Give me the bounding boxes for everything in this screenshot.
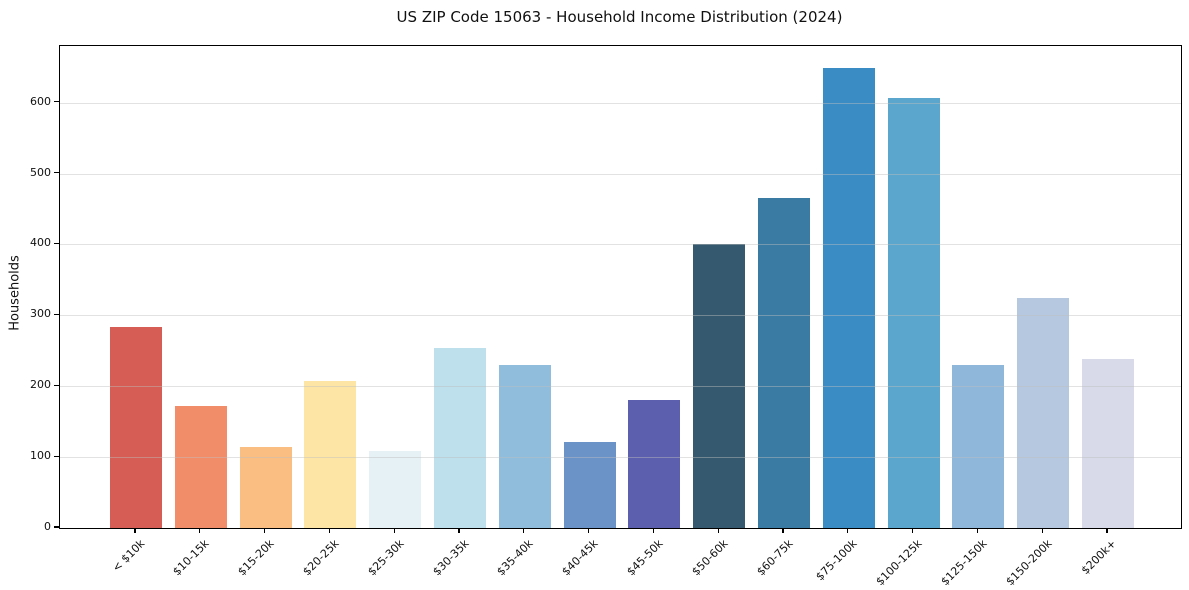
x-tick-label-3: $20-25k [300, 537, 342, 579]
y-tick-mark-600 [54, 101, 59, 103]
x-tick-label-10: $60-75k [753, 537, 796, 579]
bar-14 [1017, 298, 1070, 528]
gridline-y-600 [60, 102, 1181, 104]
x-tick-mark-8 [652, 528, 654, 534]
x-tick-mark-10 [782, 528, 784, 534]
x-tick-mark-5 [458, 528, 460, 534]
x-tick-mark-1 [199, 528, 201, 534]
gridline-y-300 [60, 315, 1181, 317]
x-tick-label-4: $25-30k [365, 537, 407, 579]
bar-9 [693, 244, 746, 528]
x-tick-mark-11 [847, 528, 849, 534]
y-tick-label-100: 100 [30, 449, 51, 463]
x-tick-label-1: $10-15k [170, 537, 212, 579]
y-tick-mark-400 [54, 242, 59, 245]
y-tick-label-0: 0 [44, 520, 51, 533]
bar-2 [239, 446, 292, 528]
y-tick-label-300: 300 [30, 307, 51, 321]
gridline-y-400 [60, 244, 1181, 246]
x-tick-label-0: < $10k [109, 537, 148, 575]
x-tick-label-7: $40-45k [559, 537, 601, 579]
x-tick-mark-0 [134, 528, 136, 534]
gridline-y-200 [60, 386, 1181, 388]
bar-3 [304, 381, 357, 528]
y-tick-label-600: 600 [30, 94, 51, 108]
x-tick-label-13: $125-150k [938, 537, 990, 589]
y-tick-label-400: 400 [30, 236, 51, 250]
x-tick-mark-12 [912, 528, 914, 534]
x-tick-label-11: $75-100k [813, 537, 860, 584]
x-tick-mark-2 [264, 528, 266, 534]
x-tick-mark-4 [393, 528, 395, 534]
x-tick-mark-14 [1041, 528, 1043, 534]
plot-area [59, 45, 1182, 529]
x-tick-mark-13 [976, 528, 978, 534]
x-tick-label-15: $200k+ [1079, 537, 1120, 578]
x-tick-mark-7 [588, 528, 590, 534]
x-tick-label-8: $45-50k [624, 537, 666, 579]
bar-8 [628, 399, 681, 528]
y-tick-mark-0 [54, 526, 59, 528]
y-tick-label-200: 200 [30, 378, 51, 392]
y-tick-label-500: 500 [30, 165, 51, 179]
bar-10 [758, 197, 810, 528]
bar-12 [887, 98, 940, 528]
x-tick-mark-9 [717, 528, 719, 534]
bar-1 [174, 406, 227, 528]
y-tick-mark-300 [54, 313, 59, 315]
chart-title: US ZIP Code 15063 - Household Income Dis… [396, 8, 843, 26]
bar-13 [952, 364, 1005, 528]
x-tick-label-5: $30-35k [429, 537, 472, 579]
bar-11 [822, 67, 875, 528]
x-tick-mark-15 [1106, 528, 1108, 534]
x-tick-label-6: $35-40k [494, 537, 536, 579]
bar-15 [1082, 358, 1134, 528]
bar-6 [498, 364, 551, 528]
bar-4 [369, 451, 422, 528]
x-tick-mark-3 [328, 528, 330, 534]
bar-0 [110, 326, 162, 528]
bar-5 [434, 347, 486, 528]
gridline-y-500 [60, 173, 1181, 175]
y-tick-mark-200 [54, 384, 59, 386]
y-tick-mark-100 [54, 455, 59, 457]
x-tick-label-2: $15-20k [235, 537, 277, 579]
x-tick-label-12: $100-125k [873, 537, 925, 589]
x-tick-label-14: $150-200k [1003, 537, 1055, 589]
y-tick-mark-500 [54, 171, 59, 174]
x-tick-mark-6 [523, 528, 525, 534]
x-tick-label-9: $50-60k [689, 537, 731, 579]
gridline-y-100 [60, 457, 1181, 459]
bar-7 [563, 441, 616, 528]
